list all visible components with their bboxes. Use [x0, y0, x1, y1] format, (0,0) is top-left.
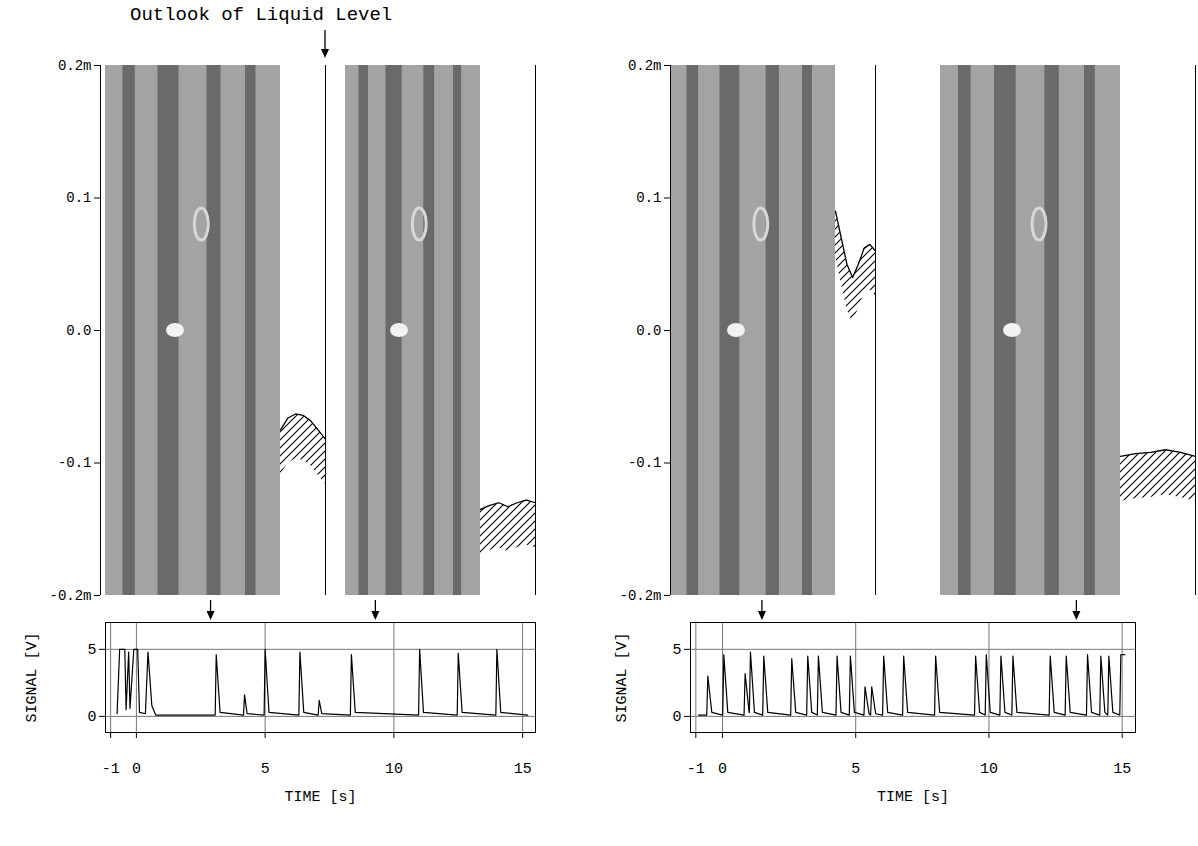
svg-text:-0.1: -0.1	[58, 455, 92, 471]
svg-text:TIME [s]: TIME [s]	[284, 789, 356, 806]
svg-text:0.0: 0.0	[66, 323, 91, 339]
html-text:Outlook of Liquid Level: Outlook of Liquid Level	[130, 4, 393, 26]
svg-text:-1: -1	[102, 761, 120, 778]
svg-text:TIME [s]: TIME [s]	[877, 789, 949, 806]
svg-text:5: 5	[87, 642, 96, 659]
svg-text:0.2m: 0.2m	[58, 58, 92, 74]
svg-text:0.0: 0.0	[636, 323, 661, 339]
svg-text:0: 0	[672, 709, 681, 726]
svg-text:-1: -1	[687, 761, 705, 778]
svg-text:10: 10	[980, 761, 998, 778]
svg-text:5: 5	[672, 642, 681, 659]
svg-text:5: 5	[851, 761, 860, 778]
svg-text:5: 5	[261, 761, 270, 778]
svg-text:0: 0	[87, 709, 96, 726]
svg-text:SIGNAL [V]: SIGNAL [V]	[614, 632, 631, 722]
svg-text:0: 0	[132, 761, 141, 778]
svg-text:0.1: 0.1	[636, 190, 661, 206]
svg-text:0.1: 0.1	[66, 190, 91, 206]
svg-text:10: 10	[385, 761, 403, 778]
svg-text:-0.1: -0.1	[628, 455, 662, 471]
svg-text:15: 15	[1113, 761, 1131, 778]
svg-text:0.2m: 0.2m	[628, 58, 662, 74]
svg-text:SIGNAL [V]: SIGNAL [V]	[24, 632, 41, 722]
svg-text:-0.2m: -0.2m	[49, 588, 91, 604]
svg-text:0: 0	[718, 761, 727, 778]
svg-text:-0.2m: -0.2m	[619, 588, 661, 604]
svg-text:15: 15	[514, 761, 532, 778]
